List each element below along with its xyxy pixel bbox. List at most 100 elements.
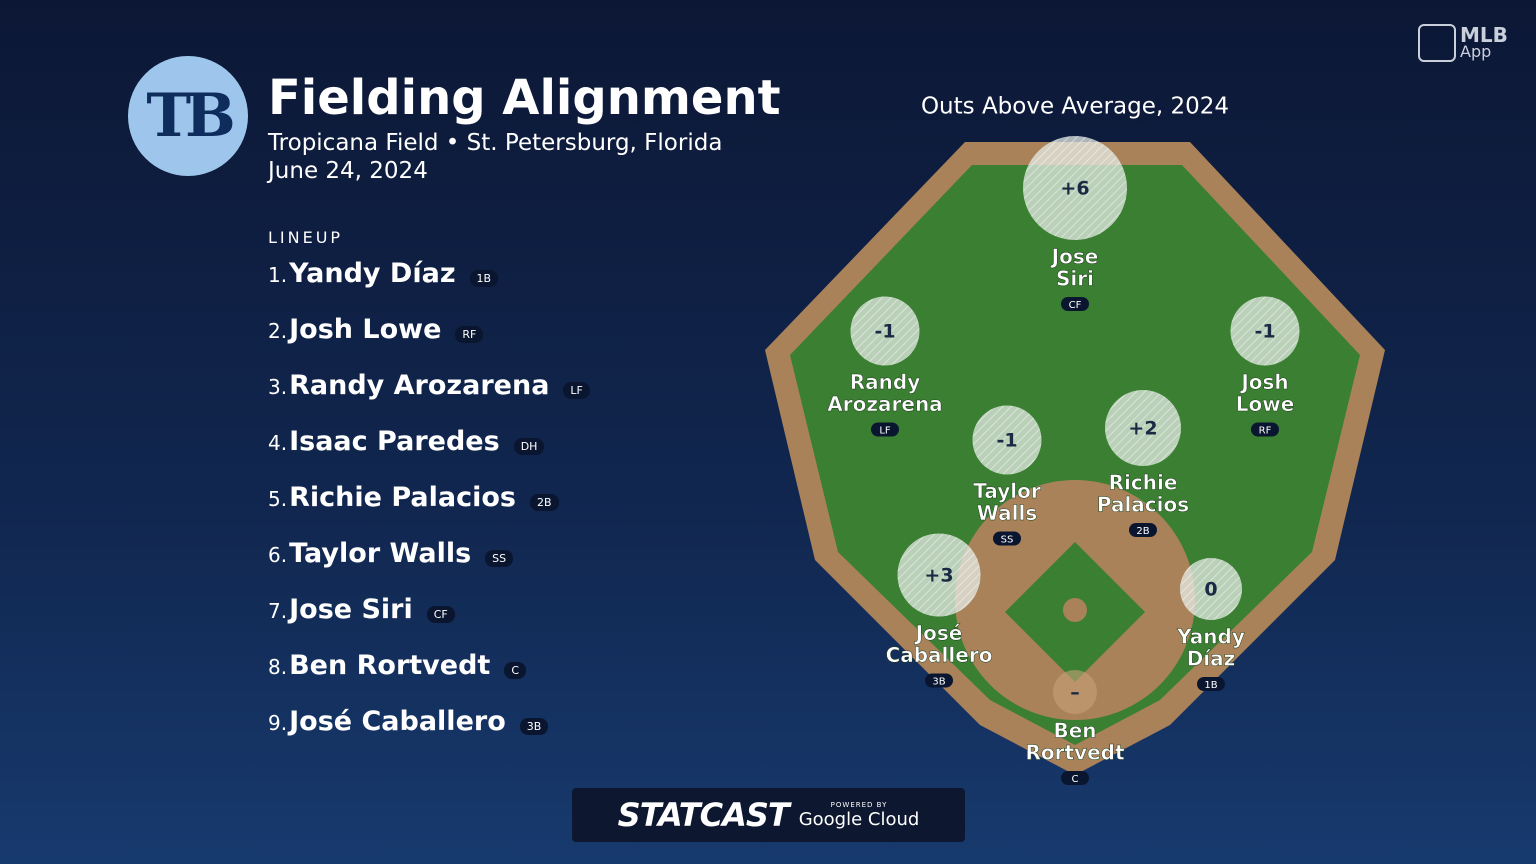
value-label: 0 xyxy=(1204,579,1217,601)
order: 4. xyxy=(268,431,288,455)
lineup-row: 6. Taylor Walls SS xyxy=(268,538,590,594)
value-hatch xyxy=(1230,296,1300,366)
position-tag: CF xyxy=(1069,300,1082,311)
lineup-row: 4. Isaac Paredes DH xyxy=(268,426,590,482)
team-logo: TB xyxy=(128,56,248,176)
value-label: +3 xyxy=(924,565,953,587)
date: June 24, 2024 xyxy=(268,158,428,184)
value-label: -1 xyxy=(996,430,1017,452)
position-pill xyxy=(1251,422,1279,437)
app-top: MLB xyxy=(1460,23,1508,47)
player-name: Walls xyxy=(977,501,1037,525)
order: 1. xyxy=(268,263,288,287)
position-tag: CF xyxy=(426,606,455,623)
position-pill xyxy=(1129,523,1157,537)
position-tag: RF xyxy=(455,326,484,343)
position-tag: 1B xyxy=(469,270,499,287)
position-tag: RF xyxy=(1259,426,1272,437)
player-name: Arozarena xyxy=(827,392,942,416)
value-label: -1 xyxy=(1254,321,1275,343)
player-name: Yandy xyxy=(1176,625,1245,649)
app-text: MLB App xyxy=(1460,23,1508,61)
position-pill xyxy=(993,531,1021,546)
position-tag: C xyxy=(1072,774,1079,785)
position-tag: SS xyxy=(485,550,514,567)
player-name: Siri xyxy=(1056,267,1094,291)
position-tag: LF xyxy=(879,426,891,437)
position-pill xyxy=(1061,297,1089,311)
position-tag: 2B xyxy=(529,494,559,511)
position-pill xyxy=(1061,771,1089,785)
player-name: Josh Lowe xyxy=(289,314,442,345)
player-name: Palacios xyxy=(1097,493,1189,517)
player-name: Ben Rortvedt xyxy=(289,650,491,681)
player-name: Josh xyxy=(1239,370,1288,394)
position-tag: DH xyxy=(513,438,545,455)
player-name: Díaz xyxy=(1187,647,1236,671)
value-hatch xyxy=(1105,390,1181,466)
player-name: Taylor Walls xyxy=(289,538,472,569)
lineup-row: 5. Richie Palacios 2B xyxy=(268,482,590,538)
order: 8. xyxy=(268,655,288,679)
order: 9. xyxy=(268,711,288,735)
value-hatch xyxy=(1180,558,1242,620)
field-title: Outs Above Average, 2024 xyxy=(921,94,1229,120)
google-cloud: Google Cloud xyxy=(798,808,920,830)
mound xyxy=(1063,598,1087,622)
lineup-row: 2. Josh Lowe RF xyxy=(268,314,590,370)
player-name: Rortvedt xyxy=(1025,741,1124,765)
position-tag: SS xyxy=(1001,535,1014,546)
player-name: Randy xyxy=(850,370,921,394)
value-hatch xyxy=(1023,136,1127,240)
statcast-banner: STATCAST POWERED BY Google Cloud xyxy=(572,788,965,842)
order: 2. xyxy=(268,319,288,343)
subtitle: Tropicana Field • St. Petersburg, Florid… xyxy=(268,130,723,156)
player-name: Lowe xyxy=(1236,392,1295,416)
value-label: – xyxy=(1070,682,1080,704)
player-name: Yandy Díaz xyxy=(289,258,456,289)
value-label: +6 xyxy=(1060,178,1089,200)
position-tag: C xyxy=(504,662,527,679)
player-name: Richie Palacios xyxy=(289,482,516,513)
value-hatch xyxy=(850,296,920,366)
value-circle xyxy=(1053,670,1097,714)
player-name: Taylor xyxy=(973,479,1041,503)
app-bottom: App xyxy=(1460,42,1492,61)
player-name: José Caballero xyxy=(289,706,506,737)
position-tag: 1B xyxy=(1204,680,1217,691)
player-name: Caballero xyxy=(886,643,993,667)
player-name: Richie xyxy=(1109,471,1178,495)
order: 5. xyxy=(268,487,288,511)
lineup-row: 3. Randy Arozarena LF xyxy=(268,370,590,426)
mlb-app-logo: MLB App xyxy=(1418,24,1508,62)
app-icon xyxy=(1418,24,1456,62)
lineup-row: 8. Ben Rortvedt C xyxy=(268,650,590,706)
lineup-label: LINEUP xyxy=(268,228,344,247)
value-label: -1 xyxy=(874,321,895,343)
position-pill xyxy=(871,422,899,437)
position-tag: LF xyxy=(563,382,590,399)
value-label: +2 xyxy=(1128,418,1157,440)
order: 7. xyxy=(268,599,288,623)
player-name: Ben xyxy=(1053,719,1096,743)
position-pill xyxy=(1197,677,1225,691)
lineup-row: 7. Jose Siri CF xyxy=(268,594,590,650)
statcast: STATCAST xyxy=(617,796,790,834)
lineup-row: 1. Yandy Díaz 1B xyxy=(268,258,590,314)
order: 3. xyxy=(268,375,288,399)
order: 6. xyxy=(268,543,288,567)
title: Fielding Alignment xyxy=(268,70,781,126)
player-name: José xyxy=(914,621,963,645)
position-tag: 2B xyxy=(1136,526,1149,537)
position-tag: 3B xyxy=(519,718,549,735)
powered: POWERED BY Google Cloud xyxy=(799,801,920,830)
position-pill xyxy=(925,673,953,688)
lineup: 1. Yandy Díaz 1B 2. Josh Lowe RF 3. Randy Aroza… xyxy=(268,258,590,762)
lineup-row: 9. José Caballero 3B xyxy=(268,706,590,762)
value-hatch xyxy=(972,405,1042,475)
player-name: Isaac Paredes xyxy=(289,426,500,457)
player-name: Jose xyxy=(1050,245,1099,269)
